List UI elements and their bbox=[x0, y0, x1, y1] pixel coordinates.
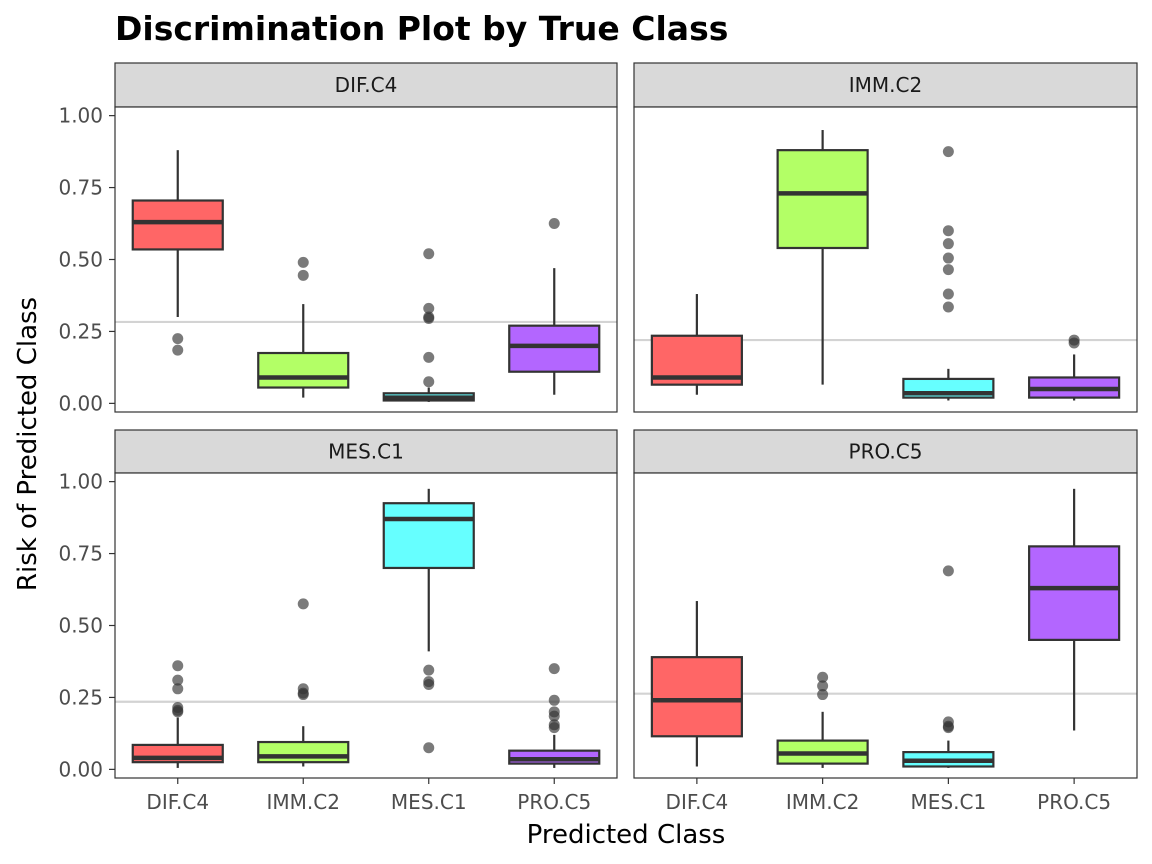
outlier-point bbox=[423, 376, 435, 388]
box-imm-c2 bbox=[257, 598, 350, 767]
box-imm-c2 bbox=[776, 671, 869, 768]
box-pro-c5 bbox=[1028, 488, 1121, 731]
outlier-point bbox=[172, 683, 184, 695]
x-axis-title: Predicted Class bbox=[527, 820, 726, 850]
strip-label: PRO.C5 bbox=[849, 440, 923, 464]
outlier-point bbox=[548, 710, 560, 722]
panel-pro-c5: PRO.C5 DIF.C4 IMM.C2 MES.C1 PRO.C5 bbox=[633, 429, 1138, 814]
facet-panels: DIF.C4 0.00 0.25 0.50 0.75 1.00 IMM.C2 MES.C1 0.… bbox=[58, 62, 1138, 814]
box-body bbox=[776, 149, 869, 250]
outlier-point bbox=[942, 225, 954, 237]
outlier-point bbox=[548, 663, 560, 675]
panel-border bbox=[633, 106, 1138, 413]
box-pro-c5 bbox=[508, 663, 601, 768]
x-tick-label: PRO.C5 bbox=[1037, 790, 1111, 814]
outlier-point bbox=[548, 694, 560, 706]
outlier-point bbox=[942, 722, 954, 734]
outlier-point bbox=[942, 288, 954, 300]
outlier-point bbox=[172, 660, 184, 672]
panel-imm-c2: IMM.C2 bbox=[633, 62, 1138, 413]
outlier-point bbox=[942, 301, 954, 313]
box-body bbox=[1028, 545, 1121, 641]
x-tick-label: MES.C1 bbox=[911, 790, 987, 814]
y-tick-label: 0.50 bbox=[58, 248, 103, 272]
outlier-point bbox=[297, 598, 309, 610]
outlier-point bbox=[817, 680, 829, 692]
outlier-point bbox=[942, 238, 954, 250]
box-dif-c4 bbox=[650, 294, 743, 395]
box-dif-c4 bbox=[131, 150, 224, 356]
outlier-point bbox=[297, 269, 309, 281]
outlier-point bbox=[172, 674, 184, 686]
box-body bbox=[650, 656, 743, 738]
chart-title: Discrimination Plot by True Class bbox=[115, 9, 728, 48]
x-tick-label: IMM.C2 bbox=[786, 790, 859, 814]
y-tick-label: 0.75 bbox=[58, 176, 103, 200]
outlier-point bbox=[423, 302, 435, 314]
y-axis-title: Risk of Predicted Class bbox=[13, 297, 43, 591]
outlier-point bbox=[423, 351, 435, 363]
panel-dif-c4: DIF.C4 0.00 0.25 0.50 0.75 1.00 bbox=[58, 62, 618, 415]
x-tick-label: MES.C1 bbox=[391, 790, 467, 814]
y-tick-label: 0.00 bbox=[58, 391, 103, 415]
outlier-point bbox=[942, 146, 954, 158]
y-tick-label: 0.25 bbox=[58, 685, 103, 709]
outlier-point bbox=[942, 264, 954, 276]
strip-label: DIF.C4 bbox=[335, 73, 398, 97]
outlier-point bbox=[942, 252, 954, 264]
box-mes-c1 bbox=[902, 565, 995, 768]
strip-background bbox=[633, 62, 1138, 108]
box-imm-c2 bbox=[776, 130, 869, 385]
box-mes-c1 bbox=[382, 488, 475, 754]
x-tick-label: DIF.C4 bbox=[146, 790, 209, 814]
box-pro-c5 bbox=[508, 218, 601, 395]
outlier-point bbox=[172, 706, 184, 718]
outlier-point bbox=[297, 689, 309, 701]
box-imm-c2 bbox=[257, 256, 350, 398]
outlier-point bbox=[1068, 337, 1080, 349]
y-tick-label: 1.00 bbox=[58, 104, 103, 128]
outlier-point bbox=[172, 344, 184, 356]
box-body bbox=[382, 502, 475, 570]
panel-border bbox=[633, 472, 1138, 779]
box-body bbox=[131, 199, 224, 251]
y-tick-label: 0.50 bbox=[58, 614, 103, 638]
box-mes-c1 bbox=[382, 248, 475, 402]
x-tick-label: IMM.C2 bbox=[267, 790, 340, 814]
outlier-point bbox=[297, 256, 309, 268]
box-body bbox=[257, 740, 350, 764]
outlier-point bbox=[172, 333, 184, 345]
outlier-point bbox=[548, 218, 560, 230]
box-mes-c1 bbox=[902, 146, 995, 401]
x-tick-label: PRO.C5 bbox=[517, 790, 591, 814]
strip-label: MES.C1 bbox=[328, 440, 404, 464]
box-dif-c4 bbox=[650, 601, 743, 767]
outlier-point bbox=[423, 248, 435, 260]
panel-mes-c1: MES.C1 0.00 0.25 0.50 0.75 1.00 DIF.C4 IMM.C2 ME… bbox=[58, 429, 618, 814]
box-dif-c4 bbox=[131, 660, 224, 768]
strip-label: IMM.C2 bbox=[849, 73, 922, 97]
box-body bbox=[508, 324, 601, 373]
panel-background bbox=[115, 473, 617, 778]
box-body bbox=[257, 351, 350, 389]
outlier-point bbox=[423, 312, 435, 324]
strip-background bbox=[114, 62, 618, 108]
y-tick-label: 0.25 bbox=[58, 319, 103, 343]
outlier-point bbox=[423, 664, 435, 676]
x-tick-label: DIF.C4 bbox=[666, 790, 729, 814]
y-tick-label: 0.75 bbox=[58, 542, 103, 566]
outlier-point bbox=[548, 722, 560, 734]
strip-background bbox=[633, 429, 1138, 474]
outlier-point bbox=[817, 689, 829, 701]
outlier-point bbox=[817, 671, 829, 683]
outlier-point bbox=[942, 565, 954, 577]
y-tick-label: 0.00 bbox=[58, 757, 103, 781]
outlier-point bbox=[423, 678, 435, 690]
outlier-point bbox=[423, 742, 435, 754]
box-pro-c5 bbox=[1028, 334, 1121, 401]
y-tick-label: 1.00 bbox=[58, 470, 103, 494]
